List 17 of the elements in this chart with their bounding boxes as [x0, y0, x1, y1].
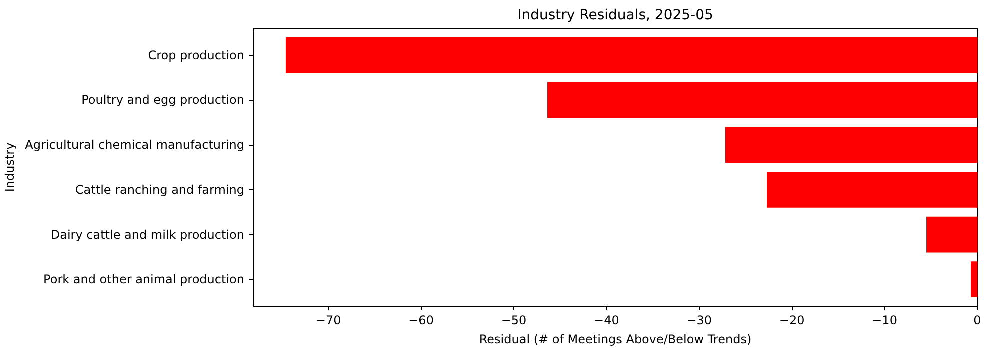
- y-axis-title: Industry: [3, 142, 18, 192]
- y-tick-label: Poultry and egg production: [82, 93, 245, 108]
- x-tick-label: −30: [686, 314, 712, 328]
- x-tick-label: −50: [501, 314, 527, 328]
- y-tick-label: Agricultural chemical manufacturing: [25, 138, 245, 152]
- x-tick-label: −60: [408, 314, 434, 328]
- x-axis-title: Residual (# of Meetings Above/Below Trends): [479, 332, 752, 346]
- y-tick-label: Dairy cattle and milk production: [50, 228, 245, 242]
- y-tick-label: Pork and other animal production: [44, 272, 245, 287]
- chart-title: Industry Residuals, 2025-05: [518, 8, 714, 24]
- x-tick-label: −10: [872, 314, 898, 328]
- x-tick-label: −40: [594, 314, 620, 328]
- x-tick-label: −70: [316, 314, 342, 328]
- y-tick-label: Crop production: [148, 48, 245, 62]
- x-tick-label: −20: [779, 314, 805, 328]
- y-tick-label: Cattle ranching and farming: [75, 182, 244, 197]
- x-tick-label: 0: [974, 314, 982, 328]
